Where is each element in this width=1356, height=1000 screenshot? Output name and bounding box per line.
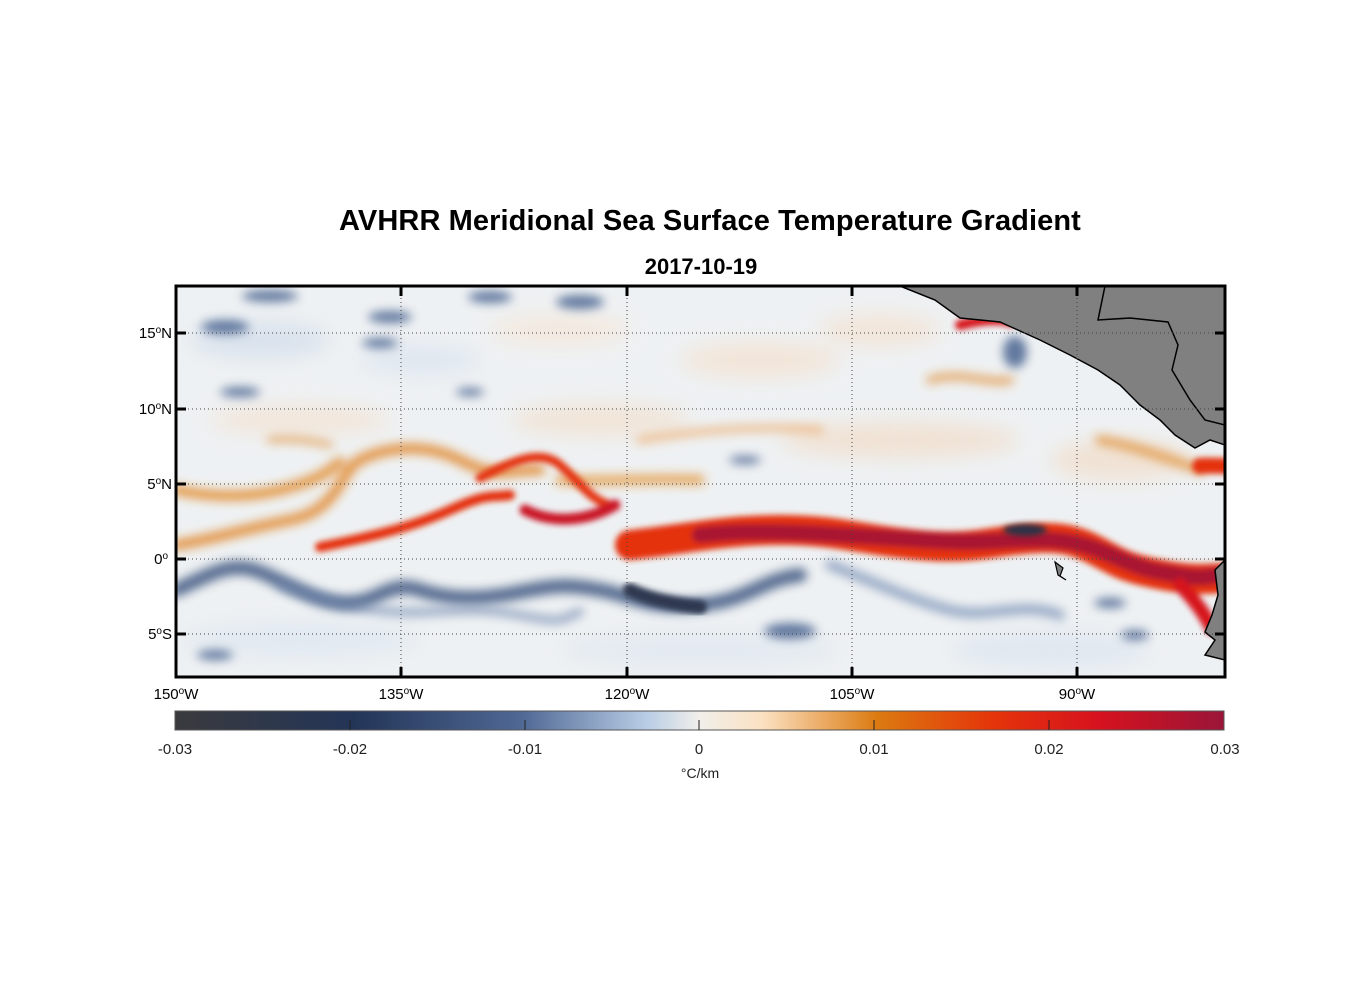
lon-label-120w: 120oW xyxy=(604,686,650,703)
colorbar-ticks xyxy=(349,720,1050,730)
chart-subtitle: 2017-10-19 xyxy=(644,254,758,279)
colorbar-label-max: 0.03 xyxy=(1210,741,1240,758)
lat-label-5s: 5oS xyxy=(148,626,172,643)
colorbar-label-zero: 0 xyxy=(694,741,704,758)
graticule xyxy=(176,286,1225,677)
lon-label-135w: 135oW xyxy=(378,686,424,703)
sst-gradient-field xyxy=(176,286,1225,677)
lat-label-10n: 10oN xyxy=(138,401,172,418)
colorbar-label-min: -0.03 xyxy=(157,741,193,758)
lon-label-105w: 105oW xyxy=(829,686,875,703)
colorbar-label: 0.02 xyxy=(1034,741,1064,758)
colorbar-unit: °C/km xyxy=(680,765,720,781)
colorbar-label: -0.02 xyxy=(332,741,368,758)
colorbar-label: -0.01 xyxy=(507,741,543,758)
land-mass xyxy=(899,286,1225,449)
colorbar-label: 0.01 xyxy=(859,741,889,758)
map-ticks xyxy=(176,286,1225,677)
map-frame xyxy=(174,284,1227,679)
lon-label-90w: 90oW xyxy=(1058,686,1096,703)
lat-label-15n: 15oN xyxy=(138,325,172,342)
lat-label-0: 0o xyxy=(154,551,168,568)
lon-label-150w: 150oW xyxy=(153,686,199,703)
chart-title: AVHRR Meridional Sea Surface Temperature… xyxy=(339,205,1081,237)
galapagos-islands xyxy=(1054,560,1067,581)
lat-label-5n: 5oN xyxy=(147,476,172,493)
